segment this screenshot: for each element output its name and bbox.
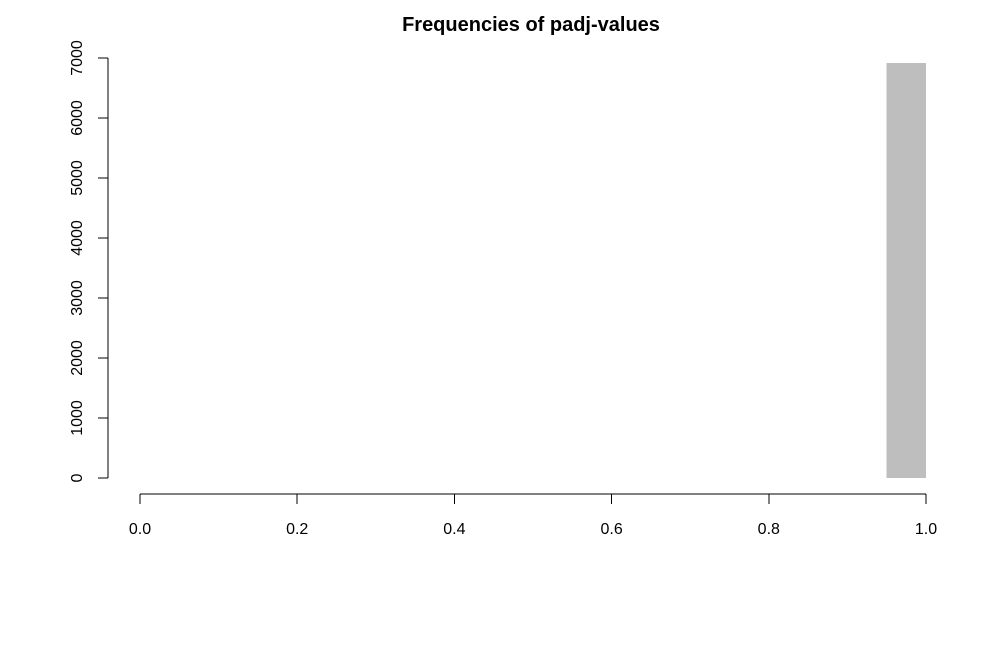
x-tick-label: 0.2	[286, 521, 308, 538]
histogram-bar-0	[886, 62, 926, 479]
y-tick-label: 5000	[69, 160, 86, 196]
y-tick-label: 3000	[69, 280, 86, 316]
x-tick-label: 1.0	[915, 521, 937, 538]
x-tick-label: 0.4	[443, 521, 465, 538]
x-tick-label: 0.6	[600, 521, 622, 538]
x-axis: 0.0 0.2 0.4 0.6 0.8 1.0	[129, 493, 937, 538]
y-tick-label: 6000	[69, 100, 86, 136]
chart-title: Frequencies of padj-values	[402, 14, 660, 36]
bars-group	[886, 62, 926, 479]
y-tick-label: 2000	[69, 340, 86, 376]
y-tick-label: 7000	[69, 40, 86, 76]
y-tick-label: 1000	[69, 400, 86, 436]
y-axis: 0 1000 2000 3000 4000 5000 6000 7000	[69, 40, 109, 482]
x-tick-label: 0.8	[758, 521, 780, 538]
x-tick-label: 0.0	[129, 521, 151, 538]
y-tick-label: 4000	[69, 220, 86, 256]
y-tick-label: 0	[69, 473, 86, 482]
